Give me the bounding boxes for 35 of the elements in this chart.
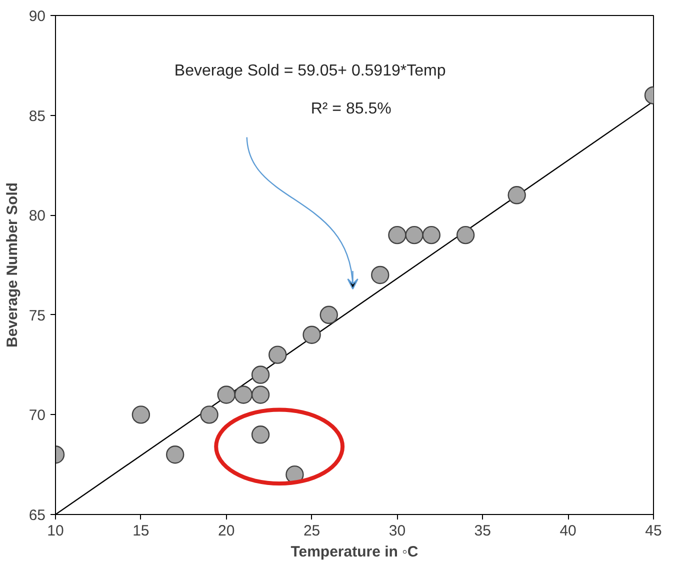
x-tick-label: 30 [388,522,406,540]
point [251,426,270,444]
point [200,406,218,424]
y-tick-label: 65 [28,507,46,524]
point [234,386,253,404]
point [302,326,321,344]
x-tick-label: 35 [474,522,491,540]
x-tick-label: 20 [218,522,235,540]
point [251,366,270,384]
point [251,386,270,404]
point [405,226,424,244]
point [388,226,406,244]
point [456,226,475,244]
y-tick-label: 85 [28,108,46,125]
point [268,346,287,364]
y-tick-label: 75 [28,307,46,324]
x-tick-label: 25 [303,522,320,540]
y-tick-label: 90 [28,8,46,25]
point [166,446,184,464]
point [132,406,150,424]
annotation: Beverage Sold = 59.05+ 0.5919*Temp [174,62,446,80]
y-tick-label: 70 [28,407,46,424]
x-axis-title: Temperature in ◦C [290,544,418,560]
point [422,226,440,244]
y-tick-label: 80 [28,208,46,225]
point [320,306,338,324]
x-tick-label: 45 [645,522,662,540]
annotation: R² = 85.5% [310,100,392,118]
point [371,266,390,284]
x-tick-label: 15 [132,522,150,540]
x-tick-label: 40 [560,522,576,540]
point [508,186,526,204]
x-tick-label: 10 [47,522,64,540]
y-axis-title: Beverage Number Sold [4,182,21,348]
point [217,386,236,404]
